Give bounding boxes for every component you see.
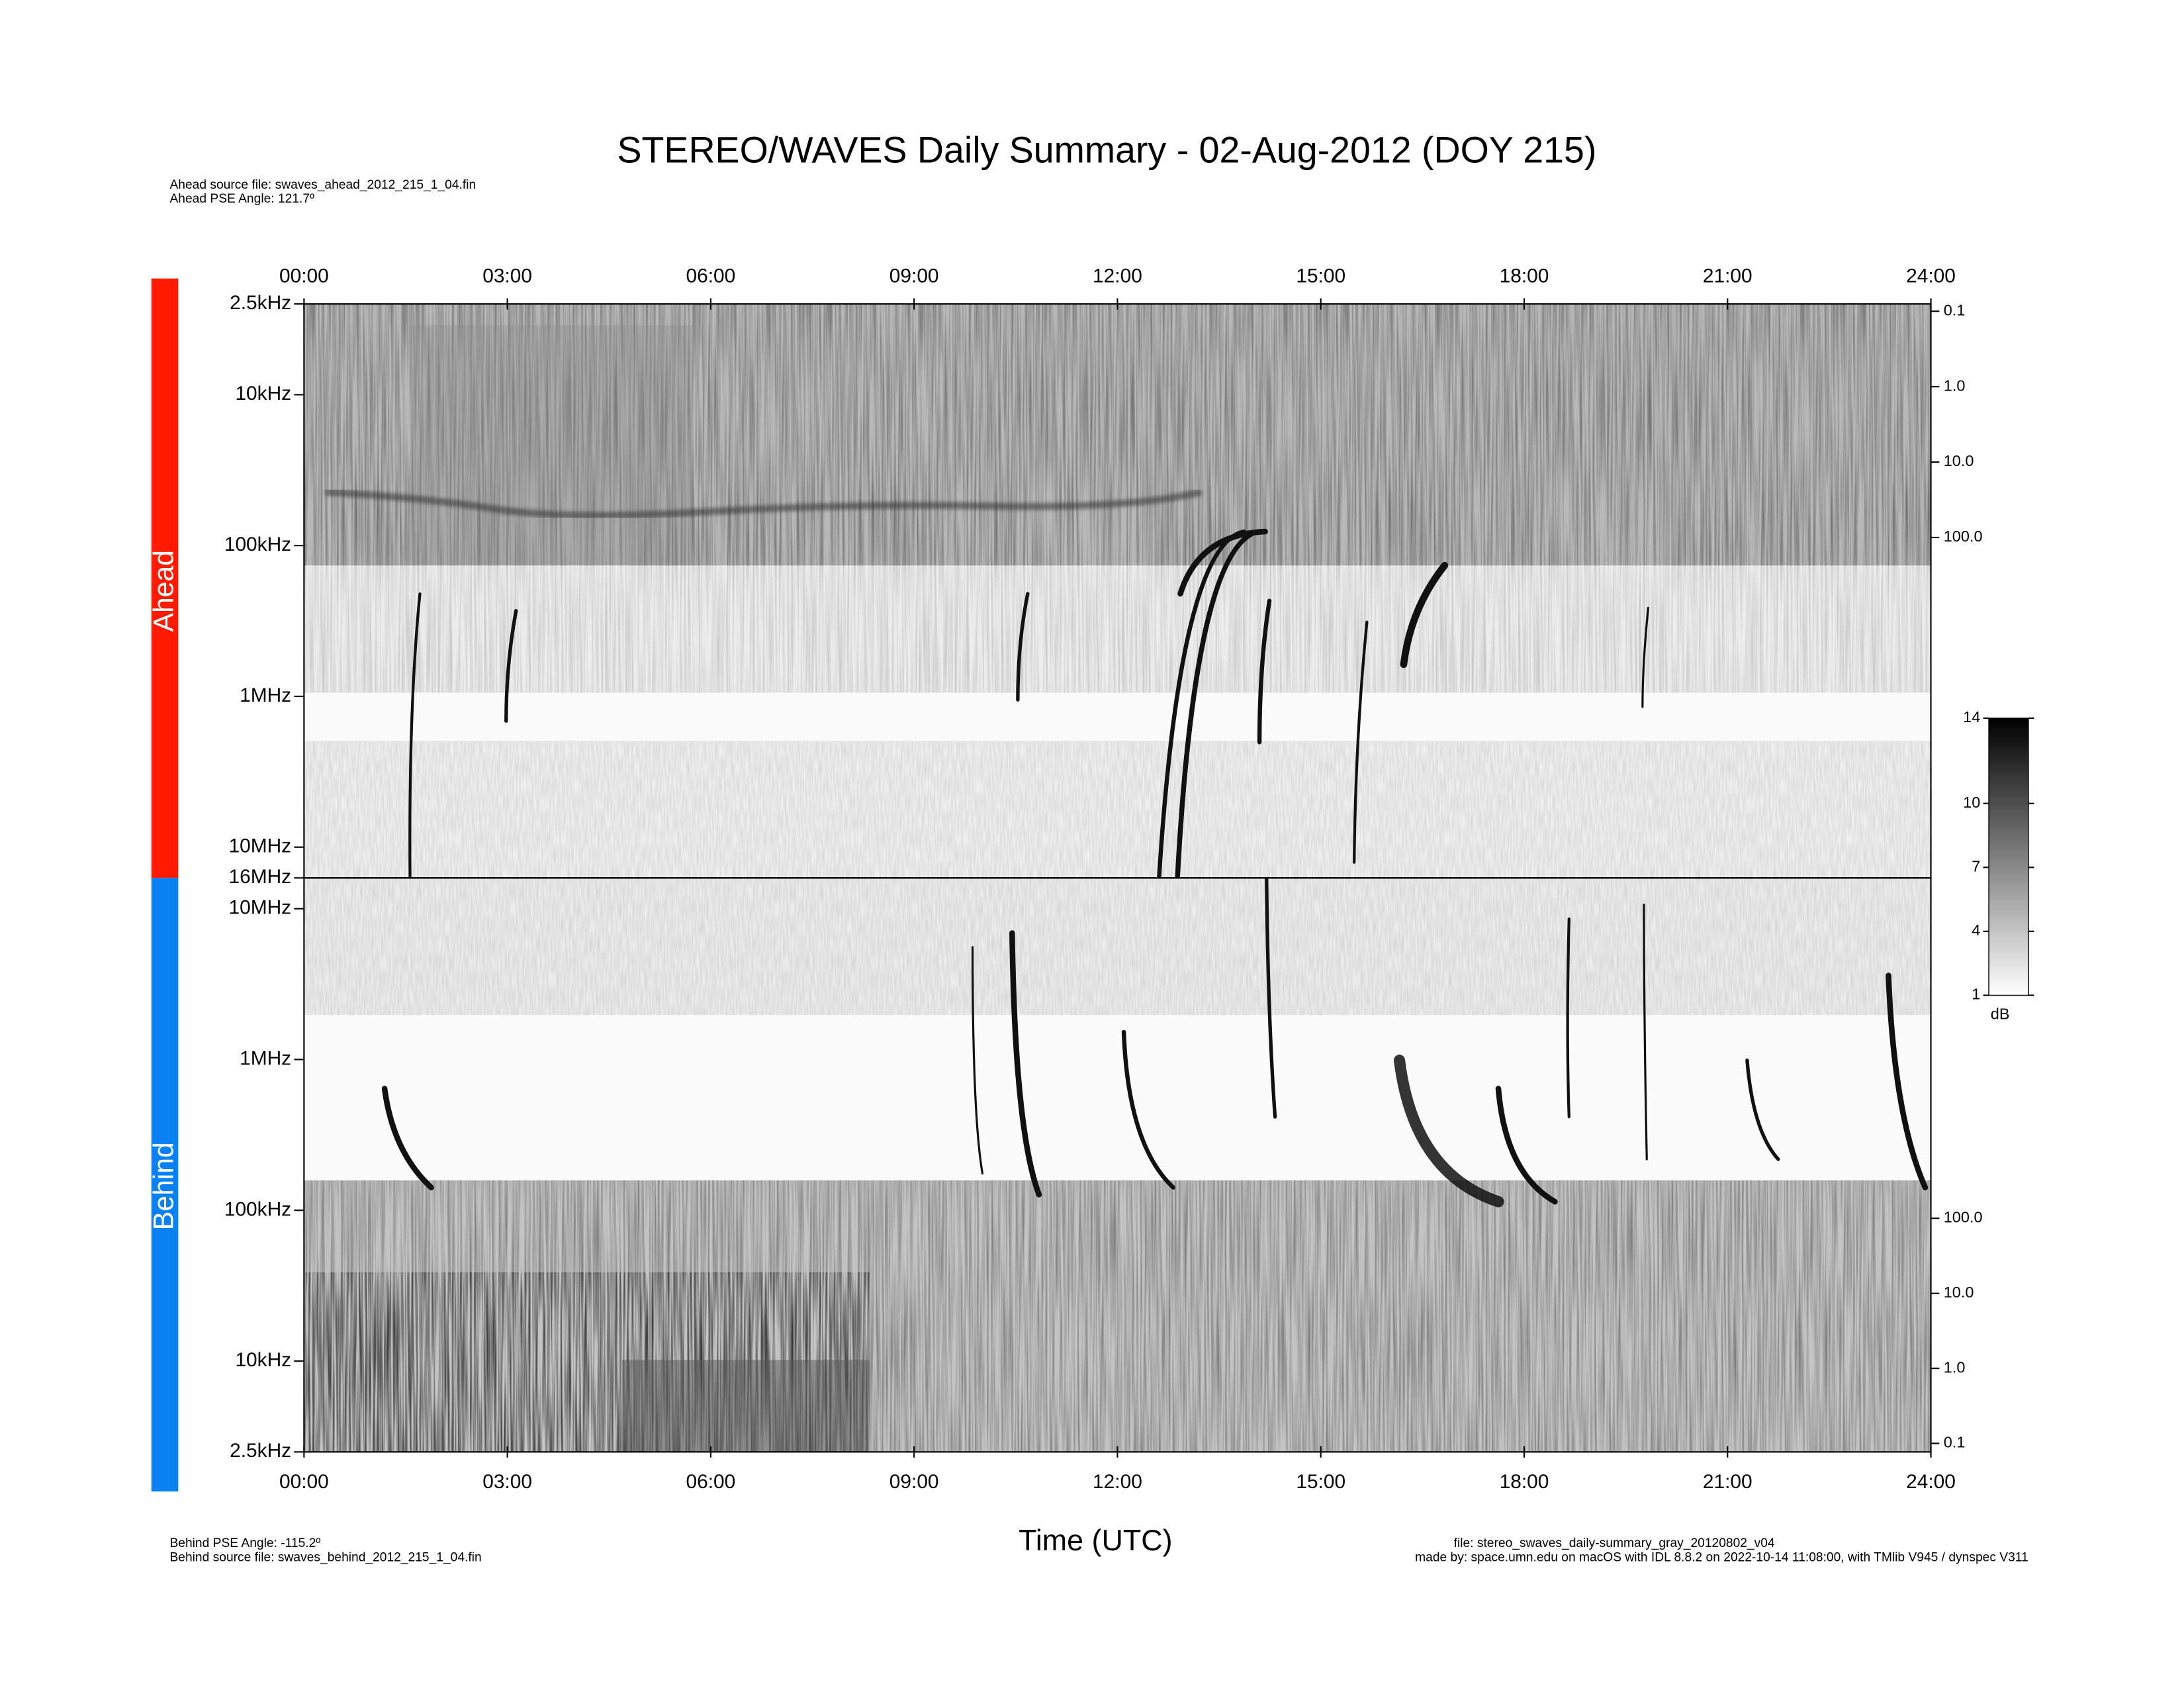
- noise-texture: [304, 878, 1931, 1015]
- colorbar: [1988, 718, 2029, 996]
- panel-label: Behind: [148, 1142, 179, 1230]
- colorbar-tick-label: 4: [1972, 921, 1980, 939]
- x-tick-label: 24:00: [1906, 1471, 1956, 1493]
- burst: [1566, 917, 1570, 1119]
- band-feature: [325, 488, 1203, 519]
- burst: [1121, 1029, 1176, 1190]
- burst: [1886, 972, 1929, 1191]
- x-tick-label: 03:00: [482, 1471, 532, 1493]
- burst: [504, 608, 518, 723]
- x-tick-label: 18:00: [1500, 265, 1549, 287]
- burst: [381, 1086, 434, 1191]
- y-tick-label: 2.5kHz: [230, 1440, 291, 1462]
- y-tick-label: 100kHz: [224, 534, 291, 555]
- x-tick-label: 06:00: [686, 265, 736, 287]
- burst: [971, 946, 984, 1175]
- burst: [1353, 620, 1369, 864]
- y2-tick-label: 100.0: [1944, 528, 1983, 545]
- burst: [1643, 904, 1648, 1160]
- x-tick-label: 12:00: [1093, 1471, 1142, 1493]
- burst: [1400, 561, 1449, 669]
- file-note: made by: space.umn.edu on macOS with IDL…: [1415, 1551, 2028, 1565]
- y-tick-label: 1MHz: [240, 684, 291, 706]
- bursts: [408, 528, 1649, 879]
- colorbar-label: dB: [1991, 1006, 2010, 1023]
- burst: [1016, 592, 1030, 702]
- burst: [1641, 606, 1649, 708]
- quiet-band: [304, 692, 1931, 741]
- x-tick-label: 00:00: [279, 265, 329, 287]
- ahead-spectrogram: [304, 304, 1931, 879]
- chart-title: STEREO/WAVES Daily Summary - 02-Aug-2012…: [617, 129, 1596, 170]
- x-tick-label: 00:00: [279, 1471, 329, 1493]
- y-tick-label: 10kHz: [235, 1349, 291, 1371]
- colorbar-tick-label: 7: [1972, 858, 1980, 875]
- burst: [1495, 1086, 1558, 1205]
- y-tick-label: 10MHz: [228, 835, 291, 857]
- noise-texture: [304, 304, 1931, 566]
- burst: [408, 592, 422, 878]
- x-tick-label: 21:00: [1703, 265, 1752, 287]
- burst: [1257, 598, 1272, 745]
- panel-label: Ahead: [148, 550, 179, 632]
- y-tick-label: 16MHz: [228, 866, 291, 888]
- x-axis-label: Time (UTC): [1019, 1523, 1172, 1557]
- noise-band: [410, 325, 693, 566]
- burst: [1175, 532, 1254, 879]
- y-tick-label: 100kHz: [224, 1198, 291, 1220]
- x-tick-label: 12:00: [1093, 265, 1142, 287]
- colorbar-tick-label: 10: [1963, 794, 1980, 811]
- colorbar-tick-label: 1: [1972, 986, 1980, 1003]
- y2-tick-label: 0.1: [1944, 301, 1966, 318]
- burst: [1393, 1055, 1504, 1207]
- y2-tick-label: 100.0: [1944, 1209, 1983, 1226]
- quiet-band: [304, 1015, 1931, 1181]
- x-tick-label: 09:00: [889, 1471, 939, 1493]
- burst: [1745, 1058, 1780, 1161]
- noise-band: [621, 1360, 870, 1452]
- y-tick-label: 10kHz: [235, 383, 291, 404]
- panel-band: [151, 278, 179, 878]
- y2-tick-label: 10.0: [1944, 452, 1974, 469]
- x-tick-label: 24:00: [1906, 265, 1956, 287]
- x-tick-label: 15:00: [1296, 1471, 1345, 1493]
- y2-tick-label: 1.0: [1944, 377, 1966, 394]
- x-tick-label: 18:00: [1500, 1471, 1549, 1493]
- ahead-note: Ahead PSE Angle: 121.7º: [169, 192, 314, 206]
- y-tick-label: 1MHz: [240, 1047, 291, 1069]
- behind-note: Behind source file: swaves_behind_2012_2…: [169, 1551, 481, 1565]
- colorbar-tick-label: 14: [1963, 708, 1980, 726]
- behind-spectrogram: [304, 877, 1931, 1452]
- noise-texture: [304, 741, 1931, 878]
- x-tick-label: 15:00: [1296, 265, 1345, 287]
- burst: [1265, 877, 1277, 1119]
- ahead-note: Ahead source file: swaves_ahead_2012_215…: [169, 178, 476, 192]
- noise-texture: [304, 565, 1931, 693]
- y2-tick-label: 0.1: [1944, 1434, 1966, 1451]
- y-tick-label: 10MHz: [228, 897, 291, 919]
- y2-tick-label: 10.0: [1944, 1284, 1974, 1301]
- x-tick-label: 21:00: [1703, 1471, 1752, 1493]
- file-note: file: stereo_swaves_daily-summary_gray_2…: [1454, 1536, 1775, 1550]
- bursts: [381, 877, 1929, 1207]
- burst: [1009, 930, 1042, 1197]
- panel-band: [151, 878, 179, 1492]
- y-tick-label: 2.5kHz: [230, 292, 291, 314]
- x-tick-label: 09:00: [889, 265, 939, 287]
- x-tick-label: 06:00: [686, 1471, 736, 1493]
- burst: [1177, 528, 1268, 597]
- behind-note: Behind PSE Angle: -115.2º: [169, 1536, 320, 1550]
- y2-tick-label: 1.0: [1944, 1358, 1966, 1376]
- x-tick-label: 03:00: [482, 265, 532, 287]
